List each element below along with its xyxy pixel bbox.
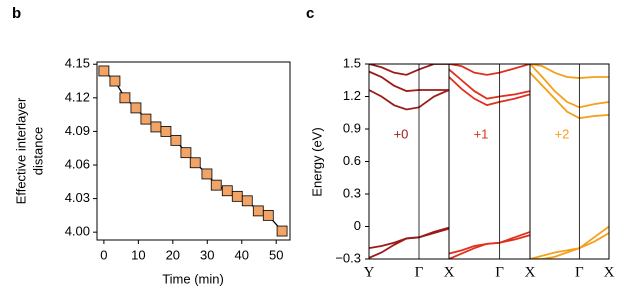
band-line bbox=[449, 68, 530, 100]
y-tick-label: 4.06 bbox=[65, 156, 90, 171]
x-tick-label: X bbox=[604, 264, 615, 280]
y-tick-label: 4.15 bbox=[65, 56, 90, 71]
band-line bbox=[530, 232, 609, 259]
data-point bbox=[210, 179, 222, 191]
data-point bbox=[201, 168, 213, 180]
panel-letter: c bbox=[306, 5, 314, 22]
band-line bbox=[369, 227, 449, 259]
data-point bbox=[262, 209, 274, 221]
data-point bbox=[119, 92, 131, 104]
y-tick-label: 4.09 bbox=[65, 123, 90, 138]
band-line bbox=[449, 76, 530, 107]
x-tick-label: X bbox=[444, 264, 455, 280]
x-tick-label: X bbox=[525, 264, 536, 280]
x-tick-label: 10 bbox=[131, 247, 145, 262]
y-tick-label: 0 bbox=[354, 218, 361, 233]
x-tick-label: Γ bbox=[415, 264, 424, 280]
band-annotation: +2 bbox=[555, 126, 570, 141]
y-tick-label: 1.5 bbox=[343, 55, 361, 70]
plot-frame bbox=[529, 63, 610, 260]
data-point bbox=[189, 157, 201, 169]
x-tick-label: 0 bbox=[100, 247, 107, 262]
x-tick-label: 30 bbox=[200, 247, 214, 262]
band-line bbox=[449, 234, 530, 259]
x-tick-label: Γ bbox=[495, 264, 504, 280]
y-axis-label: distance bbox=[30, 127, 45, 175]
plot-frame bbox=[96, 61, 291, 241]
band-line bbox=[449, 64, 530, 76]
x-tick-label: 20 bbox=[166, 247, 180, 262]
y-tick-label: 1.2 bbox=[343, 88, 361, 103]
band-line bbox=[530, 64, 609, 109]
data-point bbox=[160, 126, 172, 137]
x-tick-label: 50 bbox=[269, 247, 283, 262]
x-tick-label: Γ bbox=[575, 264, 584, 280]
band-line bbox=[369, 70, 449, 92]
data-point bbox=[241, 195, 253, 207]
band-annotation: +1 bbox=[474, 126, 489, 141]
x-axis-label: Time (min) bbox=[162, 271, 224, 286]
y-tick-label: 4.12 bbox=[65, 89, 90, 104]
data-point bbox=[276, 225, 288, 237]
data-point bbox=[231, 190, 243, 202]
data-point bbox=[252, 205, 264, 217]
data-point bbox=[130, 102, 142, 114]
x-tick-label: 40 bbox=[235, 247, 249, 262]
band-line bbox=[530, 225, 609, 259]
data-point bbox=[180, 147, 192, 159]
y-tick-label: 0.3 bbox=[343, 185, 361, 200]
data-point bbox=[150, 121, 162, 133]
data-point bbox=[98, 65, 110, 77]
data-point bbox=[109, 75, 121, 87]
y-tick-label: −0.3 bbox=[335, 250, 361, 265]
plot-frame bbox=[368, 63, 450, 260]
band-line bbox=[530, 64, 609, 79]
data-point bbox=[140, 113, 152, 125]
band-annotation: +0 bbox=[394, 126, 409, 141]
y-tick-label: 0.9 bbox=[343, 120, 361, 135]
y-tick-label: 4.03 bbox=[65, 190, 90, 205]
data-point bbox=[221, 185, 233, 197]
x-tick-label: Y bbox=[364, 264, 375, 280]
data-point bbox=[170, 134, 182, 146]
y-tick-label: 0.6 bbox=[343, 153, 361, 168]
band-line bbox=[369, 64, 449, 76]
y-axis-label: Effective interlayer bbox=[13, 97, 28, 204]
band-line bbox=[530, 72, 609, 120]
band-line bbox=[369, 89, 449, 111]
y-tick-label: 4.00 bbox=[65, 224, 90, 239]
y-axis-label: Energy (eV) bbox=[309, 127, 324, 196]
panel-letter: b bbox=[12, 5, 21, 22]
